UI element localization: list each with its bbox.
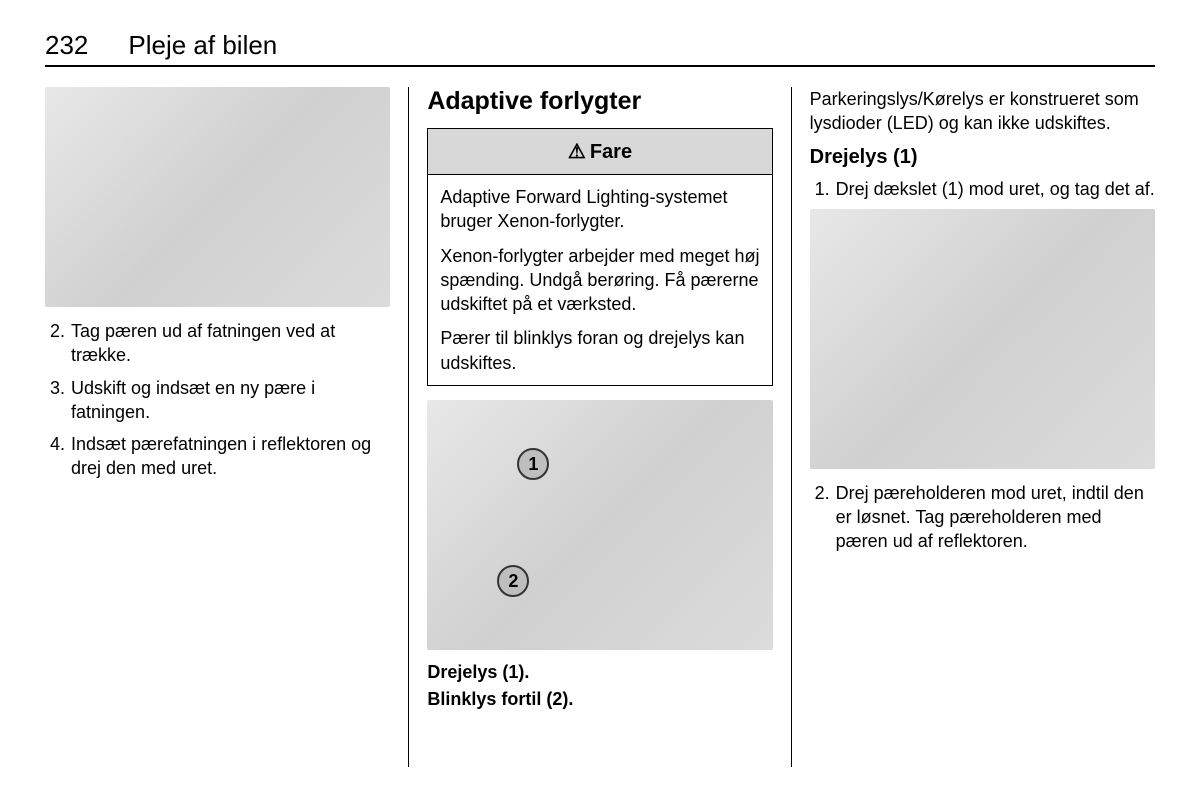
caption-drejelys: Drejelys (1). [427, 662, 772, 683]
caption-blinklys: Blinklys fortil (2). [427, 689, 772, 710]
list-item: 2. Drej pæreholderen mod uret, indtil de… [810, 481, 1155, 554]
page-header: 232 Pleje af bilen [45, 30, 1155, 67]
list-item: 3. Udskift og indsæt en ny pære i fatnin… [45, 376, 390, 425]
list-item: 4. Indsæt pærefatningen i reflektoren og… [45, 432, 390, 481]
page-number: 232 [45, 30, 88, 61]
warning-icon: ⚠ [568, 139, 586, 164]
figure-headlight-assembly: 1 2 [427, 400, 772, 650]
step-number: 1. [810, 177, 836, 201]
warning-paragraph: Xenon-forlygter arbejder med meget høj s… [440, 244, 759, 317]
step-text: Drej dækslet (1) mod uret, og tag det af… [836, 177, 1155, 201]
step-text: Indsæt pærefatningen i reflektoren og dr… [71, 432, 390, 481]
step-text: Tag pæren ud af fatningen ved at trække. [71, 319, 390, 368]
column-1: 2. Tag pæren ud af fatningen ved at træk… [45, 87, 408, 767]
step-text: Drej pæreholderen mod uret, indtil den e… [836, 481, 1155, 554]
sub-heading-drejelys: Drejelys (1) [810, 146, 1155, 169]
figure-bulb-removal [45, 87, 390, 307]
section-heading-adaptive: Adaptive forlygter [427, 87, 772, 116]
warning-label: Fare [590, 141, 632, 163]
step-number: 4. [45, 432, 71, 481]
col1-steps: 2. Tag pæren ud af fatningen ved at træk… [45, 319, 390, 481]
warning-paragraph: Adaptive Forward Lighting-systemet bruge… [440, 185, 759, 234]
step-number: 2. [45, 319, 71, 368]
col3-steps-top: 1. Drej dækslet (1) mod uret, og tag det… [810, 177, 1155, 201]
step-text: Udskift og indsæt en ny pære i fatningen… [71, 376, 390, 425]
led-note: Parkeringslys/Kørelys er konstrueret som… [810, 87, 1155, 136]
content-columns: 2. Tag pæren ud af fatningen ved at træk… [45, 87, 1155, 767]
column-3: Parkeringslys/Kørelys er konstrueret som… [792, 87, 1155, 767]
warning-header: ⚠Fare [428, 129, 771, 175]
column-2: Adaptive forlygter ⚠Fare Adaptive Forwar… [408, 87, 791, 767]
step-number: 2. [810, 481, 836, 554]
warning-box: ⚠Fare Adaptive Forward Lighting-systemet… [427, 128, 772, 386]
callout-1: 1 [517, 448, 549, 480]
warning-paragraph: Pærer til blinklys foran og drejelys kan… [440, 326, 759, 375]
step-number: 3. [45, 376, 71, 425]
warning-body: Adaptive Forward Lighting-systemet bruge… [428, 175, 771, 385]
list-item: 1. Drej dækslet (1) mod uret, og tag det… [810, 177, 1155, 201]
list-item: 2. Tag pæren ud af fatningen ved at træk… [45, 319, 390, 368]
callout-2: 2 [497, 565, 529, 597]
page-title: Pleje af bilen [128, 30, 277, 61]
col3-steps-bottom: 2. Drej pæreholderen mod uret, indtil de… [810, 481, 1155, 554]
figure-cover-removal [810, 209, 1155, 469]
